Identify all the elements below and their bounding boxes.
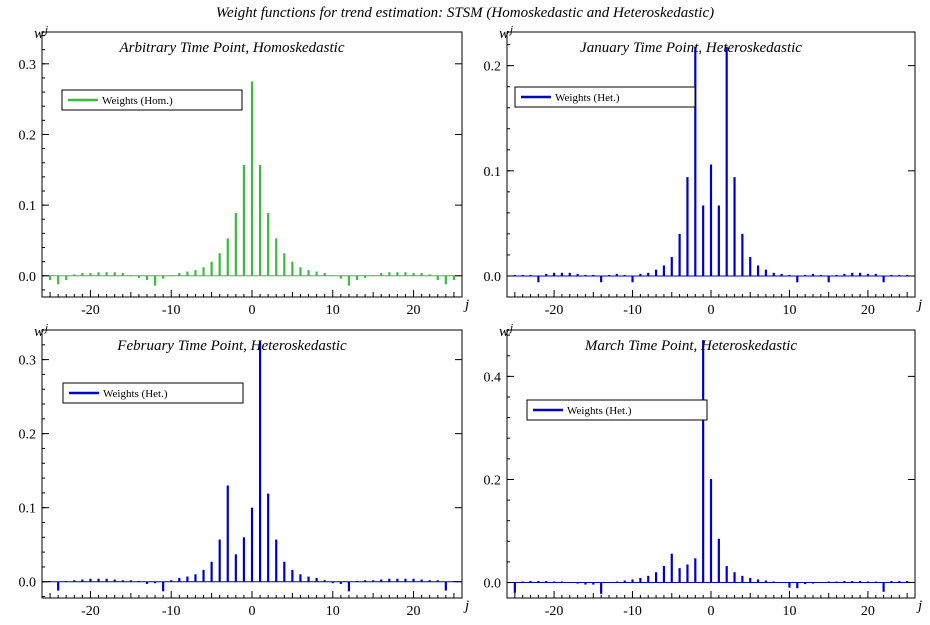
legend-label: Weights (Hom.) (102, 95, 173, 107)
figure-title: Weight functions for trend estimation: S… (216, 5, 714, 21)
x-tick-label: 10 (326, 303, 340, 318)
y-axis-label: wj (499, 322, 513, 340)
y-tick-label: 0.2 (19, 128, 37, 143)
legend: Weights (Het.) (62, 382, 244, 404)
y-axis-label-var: w (34, 324, 44, 340)
x-tick-label: -10 (162, 604, 181, 619)
panel-title: February Time Point, Heteroskedastic (116, 338, 347, 354)
x-tick-label: 20 (407, 604, 421, 619)
legend-box (62, 382, 244, 404)
y-axis-label-sub: j (508, 24, 513, 36)
x-tick-label: -10 (623, 303, 642, 318)
legend: Weights (Het.) (526, 399, 708, 421)
legend: Weights (Hom.) (61, 89, 243, 111)
x-tick-label: -20 (81, 303, 100, 318)
y-axis-label-sub: j (43, 322, 48, 334)
legend-box (61, 89, 243, 111)
y-tick-label: 0.3 (19, 58, 37, 73)
panel-title: January Time Point, Heteroskedastic (580, 40, 802, 56)
x-tick-label: 10 (326, 604, 340, 619)
y-axis-label-var: w (499, 26, 509, 42)
x-tick-label: -20 (545, 303, 564, 318)
legend-label: Weights (Het.) (555, 92, 620, 104)
x-tick-label: -20 (545, 604, 564, 619)
y-tick-label: 0.1 (484, 165, 502, 180)
legend: Weights (Het.) (514, 86, 696, 108)
legend-box (514, 86, 696, 108)
x-axis-label: j (916, 598, 922, 614)
x-tick-label: 20 (407, 303, 421, 318)
x-tick-label: -20 (81, 604, 100, 619)
x-axis-label: j (463, 297, 469, 313)
panel-january-heteroskedastic: -20 -10 0 10 20 0.0 0.1 0.2 January Time Point, … (484, 24, 923, 318)
x-tick-label: 0 (249, 604, 256, 619)
x-tick-label: -10 (162, 303, 181, 318)
y-axis-label: wj (34, 24, 48, 42)
y-tick-label: 0.2 (19, 428, 37, 443)
y-tick-label: 0.1 (19, 502, 37, 517)
panel-title: Arbitrary Time Point, Homoskedastic (119, 40, 345, 56)
y-tick-label: 0.3 (19, 354, 37, 369)
y-axis-label-sub: j (508, 322, 513, 334)
panel-march-heteroskedastic: -20 -10 0 10 20 0.0 0.2 0.4 March Time Point, He… (484, 322, 923, 619)
panel-february-heteroskedastic: -20 -10 0 10 20 0.0 0.1 0.2 0.3 February Time Poi… (19, 322, 470, 619)
legend-label: Weights (Het.) (103, 388, 168, 400)
y-tick-label: 0.1 (19, 199, 37, 214)
x-tick-label: 20 (861, 604, 875, 619)
panel-title: March Time Point, Heteroskedastic (584, 338, 798, 354)
y-axis-label: wj (34, 322, 48, 340)
x-tick-label: 0 (249, 303, 256, 318)
y-tick-label: 0.0 (19, 576, 37, 591)
y-axis-label-var: w (34, 26, 44, 42)
y-axis-label-var: w (499, 324, 509, 340)
x-tick-label: 0 (708, 604, 715, 619)
x-tick-label: 10 (782, 604, 796, 619)
x-tick-label: -10 (623, 604, 642, 619)
x-tick-label: 0 (708, 303, 715, 318)
legend-label: Weights (Het.) (567, 405, 632, 417)
y-tick-label: 0.0 (19, 270, 37, 285)
y-tick-label: 0.2 (484, 60, 502, 75)
y-tick-label: 0.4 (484, 370, 502, 385)
panel-arbitrary-homoskedastic: -20 -10 0 10 20 0.0 0.1 0.2 0.3 Arbitrary Time Po… (19, 24, 470, 318)
y-tick-label: 0.0 (484, 270, 502, 285)
y-axis-label: wj (499, 24, 513, 42)
y-tick-label: 0.2 (484, 473, 502, 488)
y-tick-label: 0.0 (484, 577, 502, 592)
x-tick-label: 10 (782, 303, 796, 318)
x-tick-label: 20 (861, 303, 875, 318)
x-axis-label: j (463, 598, 469, 614)
y-axis-label-sub: j (43, 24, 48, 36)
legend-box (526, 399, 708, 421)
x-axis-label: j (916, 297, 922, 313)
